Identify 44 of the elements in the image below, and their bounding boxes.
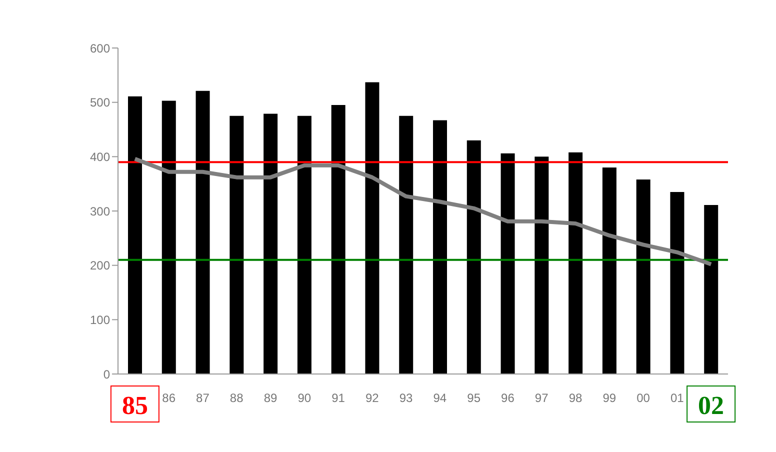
x-tick-label: 87 [196, 391, 210, 405]
x-tick-label: 89 [264, 391, 278, 405]
line-series [132, 156, 714, 266]
x-tick-label: 85 [122, 391, 148, 420]
x-tick-label: 86 [162, 391, 176, 405]
y-tick-label: 600 [90, 41, 110, 56]
bar [670, 192, 684, 374]
x-tick-label: 00 [636, 391, 650, 405]
y-tick-label: 400 [90, 150, 110, 164]
bar [534, 156, 549, 374]
bar [602, 168, 616, 374]
bar [704, 205, 718, 374]
x-tick-label: 01 [670, 391, 684, 405]
bar [128, 96, 142, 374]
x-tick-label: 97 [534, 391, 549, 405]
bar [433, 120, 447, 374]
bar [399, 116, 414, 374]
x-tick-label: 98 [568, 391, 582, 405]
x-tick-label: 95 [467, 391, 481, 405]
y-tick-label: 500 [90, 96, 110, 110]
x-tick-label: 88 [230, 391, 244, 405]
y-tick-label: 300 [90, 204, 110, 218]
y-tick-label: 100 [90, 312, 110, 327]
bar [162, 100, 176, 374]
bar [264, 114, 278, 374]
x-tick-label: 92 [365, 391, 380, 405]
bar [196, 90, 210, 374]
x-tick-label: 94 [433, 391, 447, 405]
bar [568, 152, 583, 374]
x-tick-label: 91 [332, 391, 346, 405]
x-tick-label: 90 [298, 391, 312, 405]
y-tick-label: 0 [103, 367, 110, 382]
bar [636, 179, 650, 374]
x-tick-label: 96 [501, 391, 515, 405]
bar [466, 140, 481, 374]
y-tick-label: 200 [90, 258, 110, 273]
bar [500, 153, 515, 374]
x-tick-label: 93 [399, 391, 414, 405]
bar [230, 116, 244, 374]
x-tick-label: 02 [698, 391, 724, 420]
x-tick-label: 99 [602, 391, 616, 405]
bar [331, 105, 346, 374]
bar [365, 82, 380, 374]
bar [297, 116, 312, 374]
